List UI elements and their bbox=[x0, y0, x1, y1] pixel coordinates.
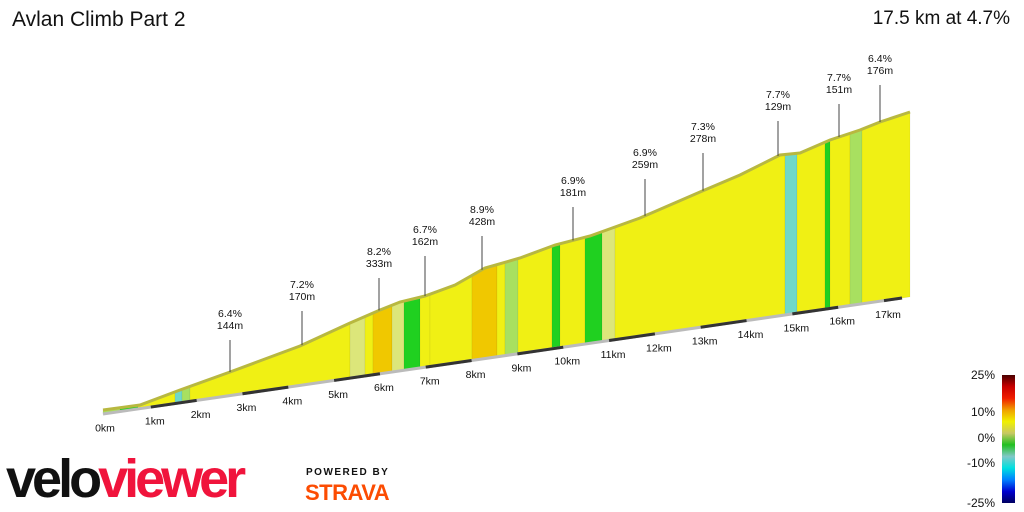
powered-by-label: POWERED BY bbox=[306, 467, 390, 478]
legend-label: 0% bbox=[978, 431, 996, 445]
gradient-segment bbox=[796, 141, 826, 314]
annotation-gradient: 7.7% bbox=[827, 72, 851, 84]
x-tick-label: 13km bbox=[692, 336, 718, 348]
km-band bbox=[883, 296, 903, 303]
veloviewer-logo: veloviewer bbox=[6, 449, 246, 509]
gradient-segment bbox=[829, 132, 851, 309]
annotation-length: 162m bbox=[412, 236, 439, 248]
profile-top-edge bbox=[102, 110, 911, 412]
x-tick-label: 14km bbox=[738, 329, 764, 341]
x-tick-label: 17km bbox=[875, 309, 901, 321]
annotation-length: 333m bbox=[366, 258, 393, 270]
x-tick-label: 10km bbox=[554, 356, 580, 368]
gradient-segment bbox=[517, 245, 553, 355]
km-band bbox=[333, 372, 381, 382]
annotation-gradient: 6.4% bbox=[218, 308, 242, 320]
gradient-segment bbox=[504, 258, 519, 356]
gradient-segment bbox=[601, 226, 616, 342]
km-band bbox=[608, 332, 656, 343]
x-tick-label: 6km bbox=[374, 382, 394, 394]
annotation-length: 144m bbox=[217, 320, 244, 332]
x-tick-label: 5km bbox=[328, 389, 348, 401]
x-tick-label: 12km bbox=[646, 342, 672, 354]
gradient-segment bbox=[419, 293, 431, 369]
annotation-gradient: 7.2% bbox=[290, 279, 314, 291]
x-tick-label: 0km bbox=[95, 423, 115, 435]
climb-summary: 17.5 km at 4.7% bbox=[872, 8, 1010, 29]
km-band bbox=[700, 319, 747, 329]
annotation-length: 129m bbox=[765, 101, 792, 113]
gradient-segment bbox=[429, 274, 473, 367]
climb-title: Avlan Climb Part 2 bbox=[12, 8, 186, 31]
gradient-segment bbox=[559, 236, 586, 348]
gradient-segment bbox=[584, 231, 603, 345]
annotation-gradient: 8.2% bbox=[367, 246, 391, 258]
km-band bbox=[792, 305, 839, 316]
x-tick-label: 4km bbox=[282, 396, 302, 408]
legend-label: 10% bbox=[971, 405, 995, 419]
legend-label: 25% bbox=[971, 368, 995, 382]
strava-logo: STRAVA bbox=[305, 480, 390, 505]
x-tick-label: 11km bbox=[601, 349, 626, 361]
annotation-length: 181m bbox=[560, 187, 587, 199]
legend-label: -25% bbox=[967, 496, 995, 510]
annotation-gradient: 8.9% bbox=[470, 204, 494, 216]
gradient-segment bbox=[784, 152, 798, 316]
legend-color-bar bbox=[1002, 375, 1015, 503]
gradient-segment bbox=[496, 261, 506, 358]
x-tick-label: 7km bbox=[420, 376, 440, 388]
km-band bbox=[517, 345, 564, 356]
x-tick-label: 3km bbox=[237, 402, 257, 414]
annotation-gradient: 7.7% bbox=[766, 89, 790, 101]
km-band bbox=[425, 359, 472, 369]
x-tick-label: 2km bbox=[191, 409, 211, 421]
base-line bbox=[102, 296, 903, 416]
gradient-segment bbox=[471, 264, 498, 361]
km-band bbox=[242, 385, 289, 396]
annotation-length: 176m bbox=[867, 65, 894, 77]
legend-label: -10% bbox=[967, 456, 995, 470]
km-band bbox=[150, 398, 197, 409]
gradient-segment bbox=[349, 316, 366, 379]
gradient-segment bbox=[364, 312, 374, 377]
gradient-segment bbox=[551, 243, 561, 350]
gradient-segment bbox=[391, 300, 405, 373]
gradient-segment bbox=[849, 128, 863, 306]
annotation-gradient: 6.9% bbox=[633, 147, 657, 159]
gradient-segment bbox=[614, 154, 786, 341]
gradient-segment bbox=[861, 111, 911, 305]
annotation-gradient: 6.9% bbox=[561, 175, 585, 187]
gradient-segment bbox=[824, 139, 831, 310]
x-tick-label: 16km bbox=[829, 316, 855, 328]
x-tick-label: 8km bbox=[466, 369, 486, 381]
x-tick-label: 15km bbox=[784, 322, 810, 334]
annotation-length: 151m bbox=[826, 84, 853, 96]
annotation-gradient: 6.7% bbox=[413, 224, 437, 236]
annotation-length: 170m bbox=[289, 291, 316, 303]
annotation-length: 278m bbox=[690, 133, 717, 145]
annotation-length: 428m bbox=[469, 216, 496, 228]
gradient-segment bbox=[403, 296, 421, 371]
annotation-gradient: 6.4% bbox=[868, 53, 892, 65]
annotation-length: 259m bbox=[632, 159, 659, 171]
x-tick-label: 1km bbox=[145, 415, 165, 427]
x-tick-label: 9km bbox=[511, 362, 531, 374]
gradient-segment bbox=[372, 304, 393, 376]
annotation-gradient: 7.3% bbox=[691, 121, 715, 133]
